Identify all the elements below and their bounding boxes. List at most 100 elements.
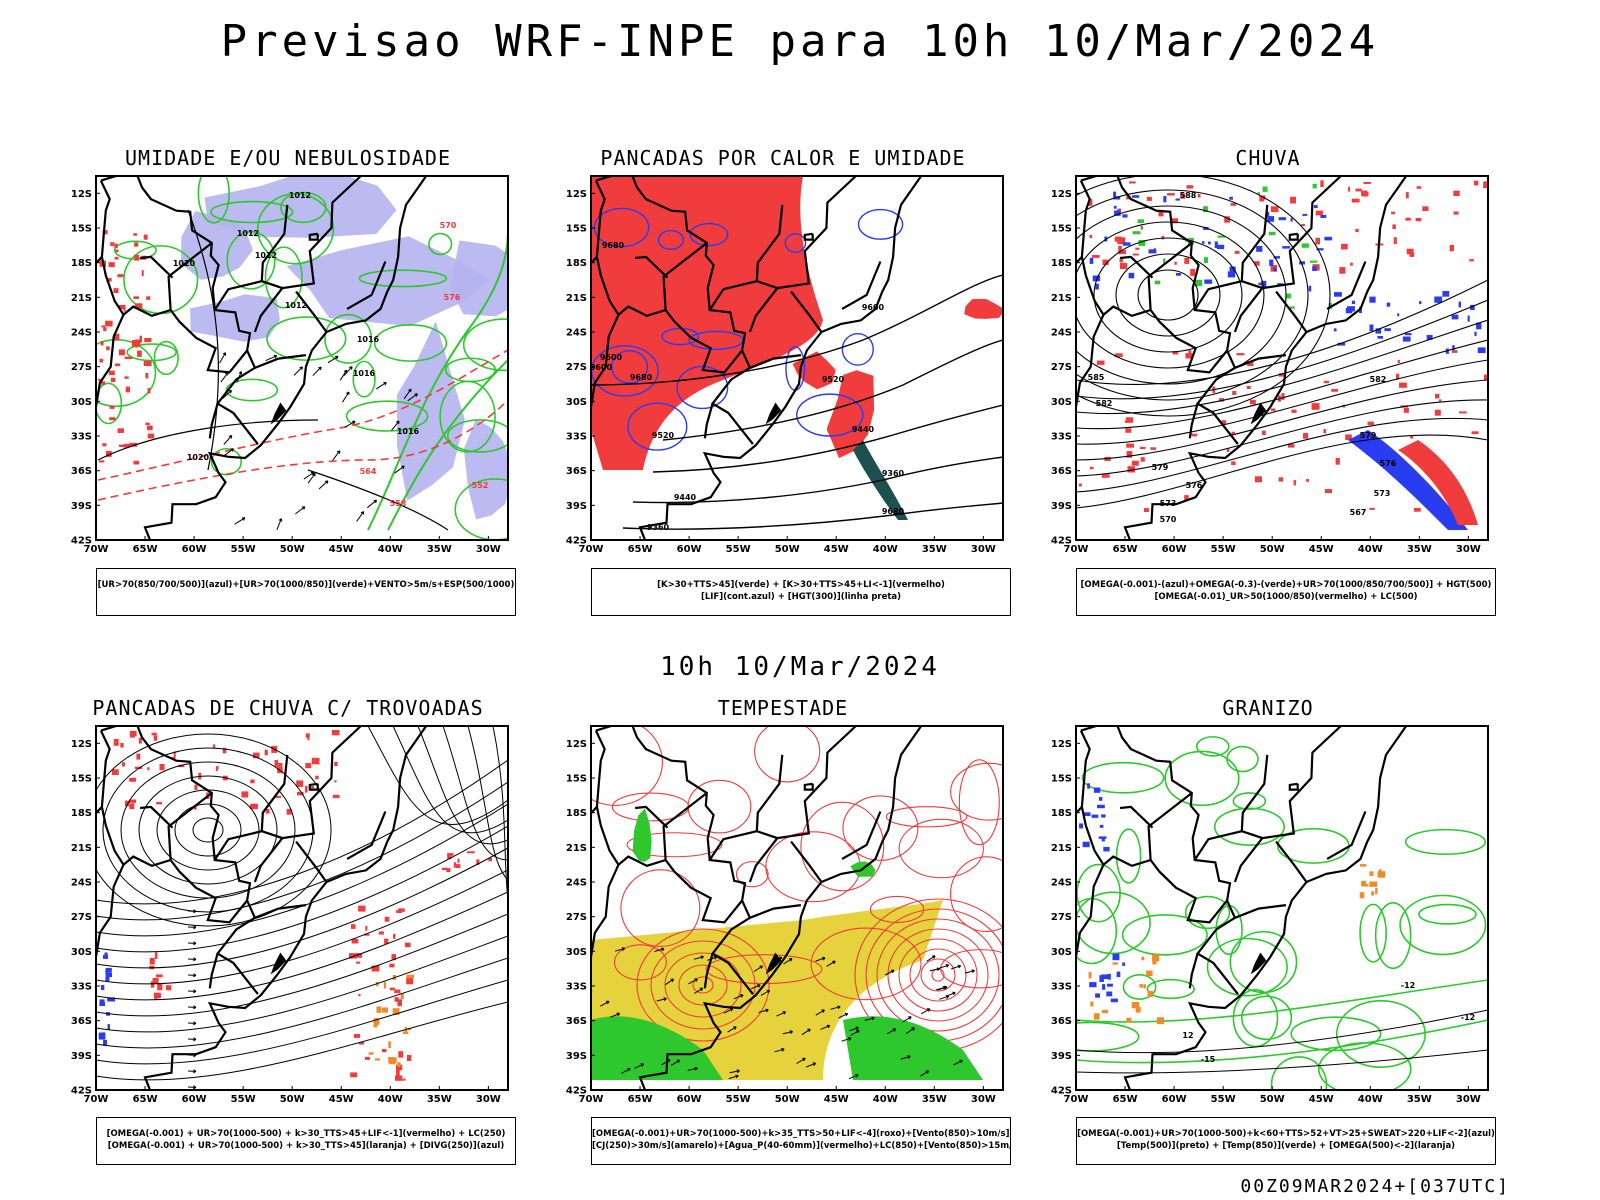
thunderstorm-area-red [382,1049,387,1053]
temp850-contour [1335,999,1426,1068]
rain-area-blue [1345,308,1349,313]
country-border [1288,782,1299,791]
legend-line-1: [OMEGA(-0.001)-(azul)+OMEGA(-0.3)-(verde… [1080,580,1492,590]
lif-contour [627,402,688,451]
wind-vector [318,366,322,371]
wind-vector [605,1000,610,1005]
rain-area-red [1397,359,1400,363]
lat-tick-label: 24S [71,878,92,889]
thunderstorm-area-red [453,862,457,868]
rain-area-green [1312,183,1317,189]
divergence-area [98,1032,105,1040]
water-vapor-contour [950,856,1003,933]
height-contour [1093,237,1243,353]
temp850-contour [1270,1056,1328,1090]
lat-tick-label: 21S [1051,843,1072,854]
wind-vector [396,420,400,425]
lon-tick-label: 30W [476,544,501,555]
lon-tick-label: 65W [1113,1094,1138,1105]
omega-area-orange [1147,990,1153,998]
lat-tick-label: 12S [71,189,92,200]
thunderstorm-area-red [384,916,390,922]
wind-vector [919,1070,929,1077]
height-label: 579 [1360,431,1377,440]
isobar [187,209,220,471]
wind-vector [929,968,940,972]
rain-area-red [1393,237,1397,244]
lon-tick-label: 35W [427,1094,452,1105]
omega-area-orange [1369,881,1378,887]
humidity-contour-low [324,313,373,364]
isobar-label: 1020 [173,259,196,268]
country-border [1326,811,1367,860]
wind-vector [238,371,243,375]
country-border [841,261,882,310]
height-label: 579 [1152,463,1169,472]
temp500-contour [1076,1049,1488,1074]
wind-vector [656,998,667,1002]
thunderstorm-area-red [394,997,399,1002]
rain-area-blue [1216,244,1225,250]
convection-area-red [964,299,1003,319]
rain-area-red [1391,211,1395,215]
rain-area-blue [1467,315,1470,322]
thunderstorm-area-red [356,953,363,958]
hail-area-blue [1097,804,1105,809]
thunderstorm-area-red [404,942,411,948]
thunderstorm-area-red [265,809,270,814]
hail-area-blue [1099,824,1104,828]
rain-area-red [1140,225,1143,230]
country-border [96,864,125,999]
legend-line-2: [OMEGA(-0.001) + UR>70(1000-500) + k>30_… [107,1141,505,1151]
rain-area-blue [1229,196,1233,200]
thickness-label-cluster [143,360,152,366]
thunderstorm-area-red [397,999,402,1007]
isobar-label: 1012 [285,301,307,310]
rain-area-green [1203,206,1208,213]
rain-area-red [1230,203,1237,206]
lat-tick-label: 27S [71,362,92,373]
country-border [1149,859,1228,924]
cyclone-contour [876,918,1000,1032]
rain-area-green [1289,306,1295,309]
wind-vector [939,964,949,969]
wind-vector [343,369,348,374]
hail-area-blue [1082,841,1090,848]
water-vapor-contour [940,949,1003,989]
wind-vector [324,480,329,484]
wind-vector [293,366,303,376]
thunderstorm-area-orange [381,1007,388,1013]
wind-vector [366,499,377,509]
thunderstorm-area-red [130,734,135,738]
thickness-label-cluster [145,422,150,425]
wind-vector [663,997,667,1002]
lat-tick-label: 18S [566,808,587,819]
rain-area-blue [1266,211,1270,217]
cyclone-contour [636,928,770,1042]
water-vapor-contour [800,801,885,892]
divergence-area [99,1002,105,1006]
lon-tick-label: 65W [628,544,653,555]
rain-area-blue [1113,191,1117,198]
thunderstorm-area-red [194,784,198,790]
wind-vector [301,506,306,510]
rain-area-red [1348,186,1351,192]
rain-area-green [1285,293,1291,299]
rain-area-blue [1227,271,1236,278]
streamline [96,759,508,905]
rain-area-blue [1128,272,1135,279]
temp850-contour [1232,989,1279,1048]
wind-vector [932,955,936,959]
temp850-contour [1195,736,1230,757]
thickness-label: 576 [444,293,461,302]
country-border [1233,287,1264,333]
streamline [1076,417,1488,493]
thickness-label-cluster [114,363,121,367]
omega-area-orange [1088,972,1092,979]
temp850-contour [1184,895,1231,930]
wind-vector [855,1073,859,1078]
lon-tick-label: 50W [1260,1094,1285,1105]
rain-area-blue [1256,246,1263,252]
streamline [1076,379,1488,461]
streamline [96,979,508,1065]
